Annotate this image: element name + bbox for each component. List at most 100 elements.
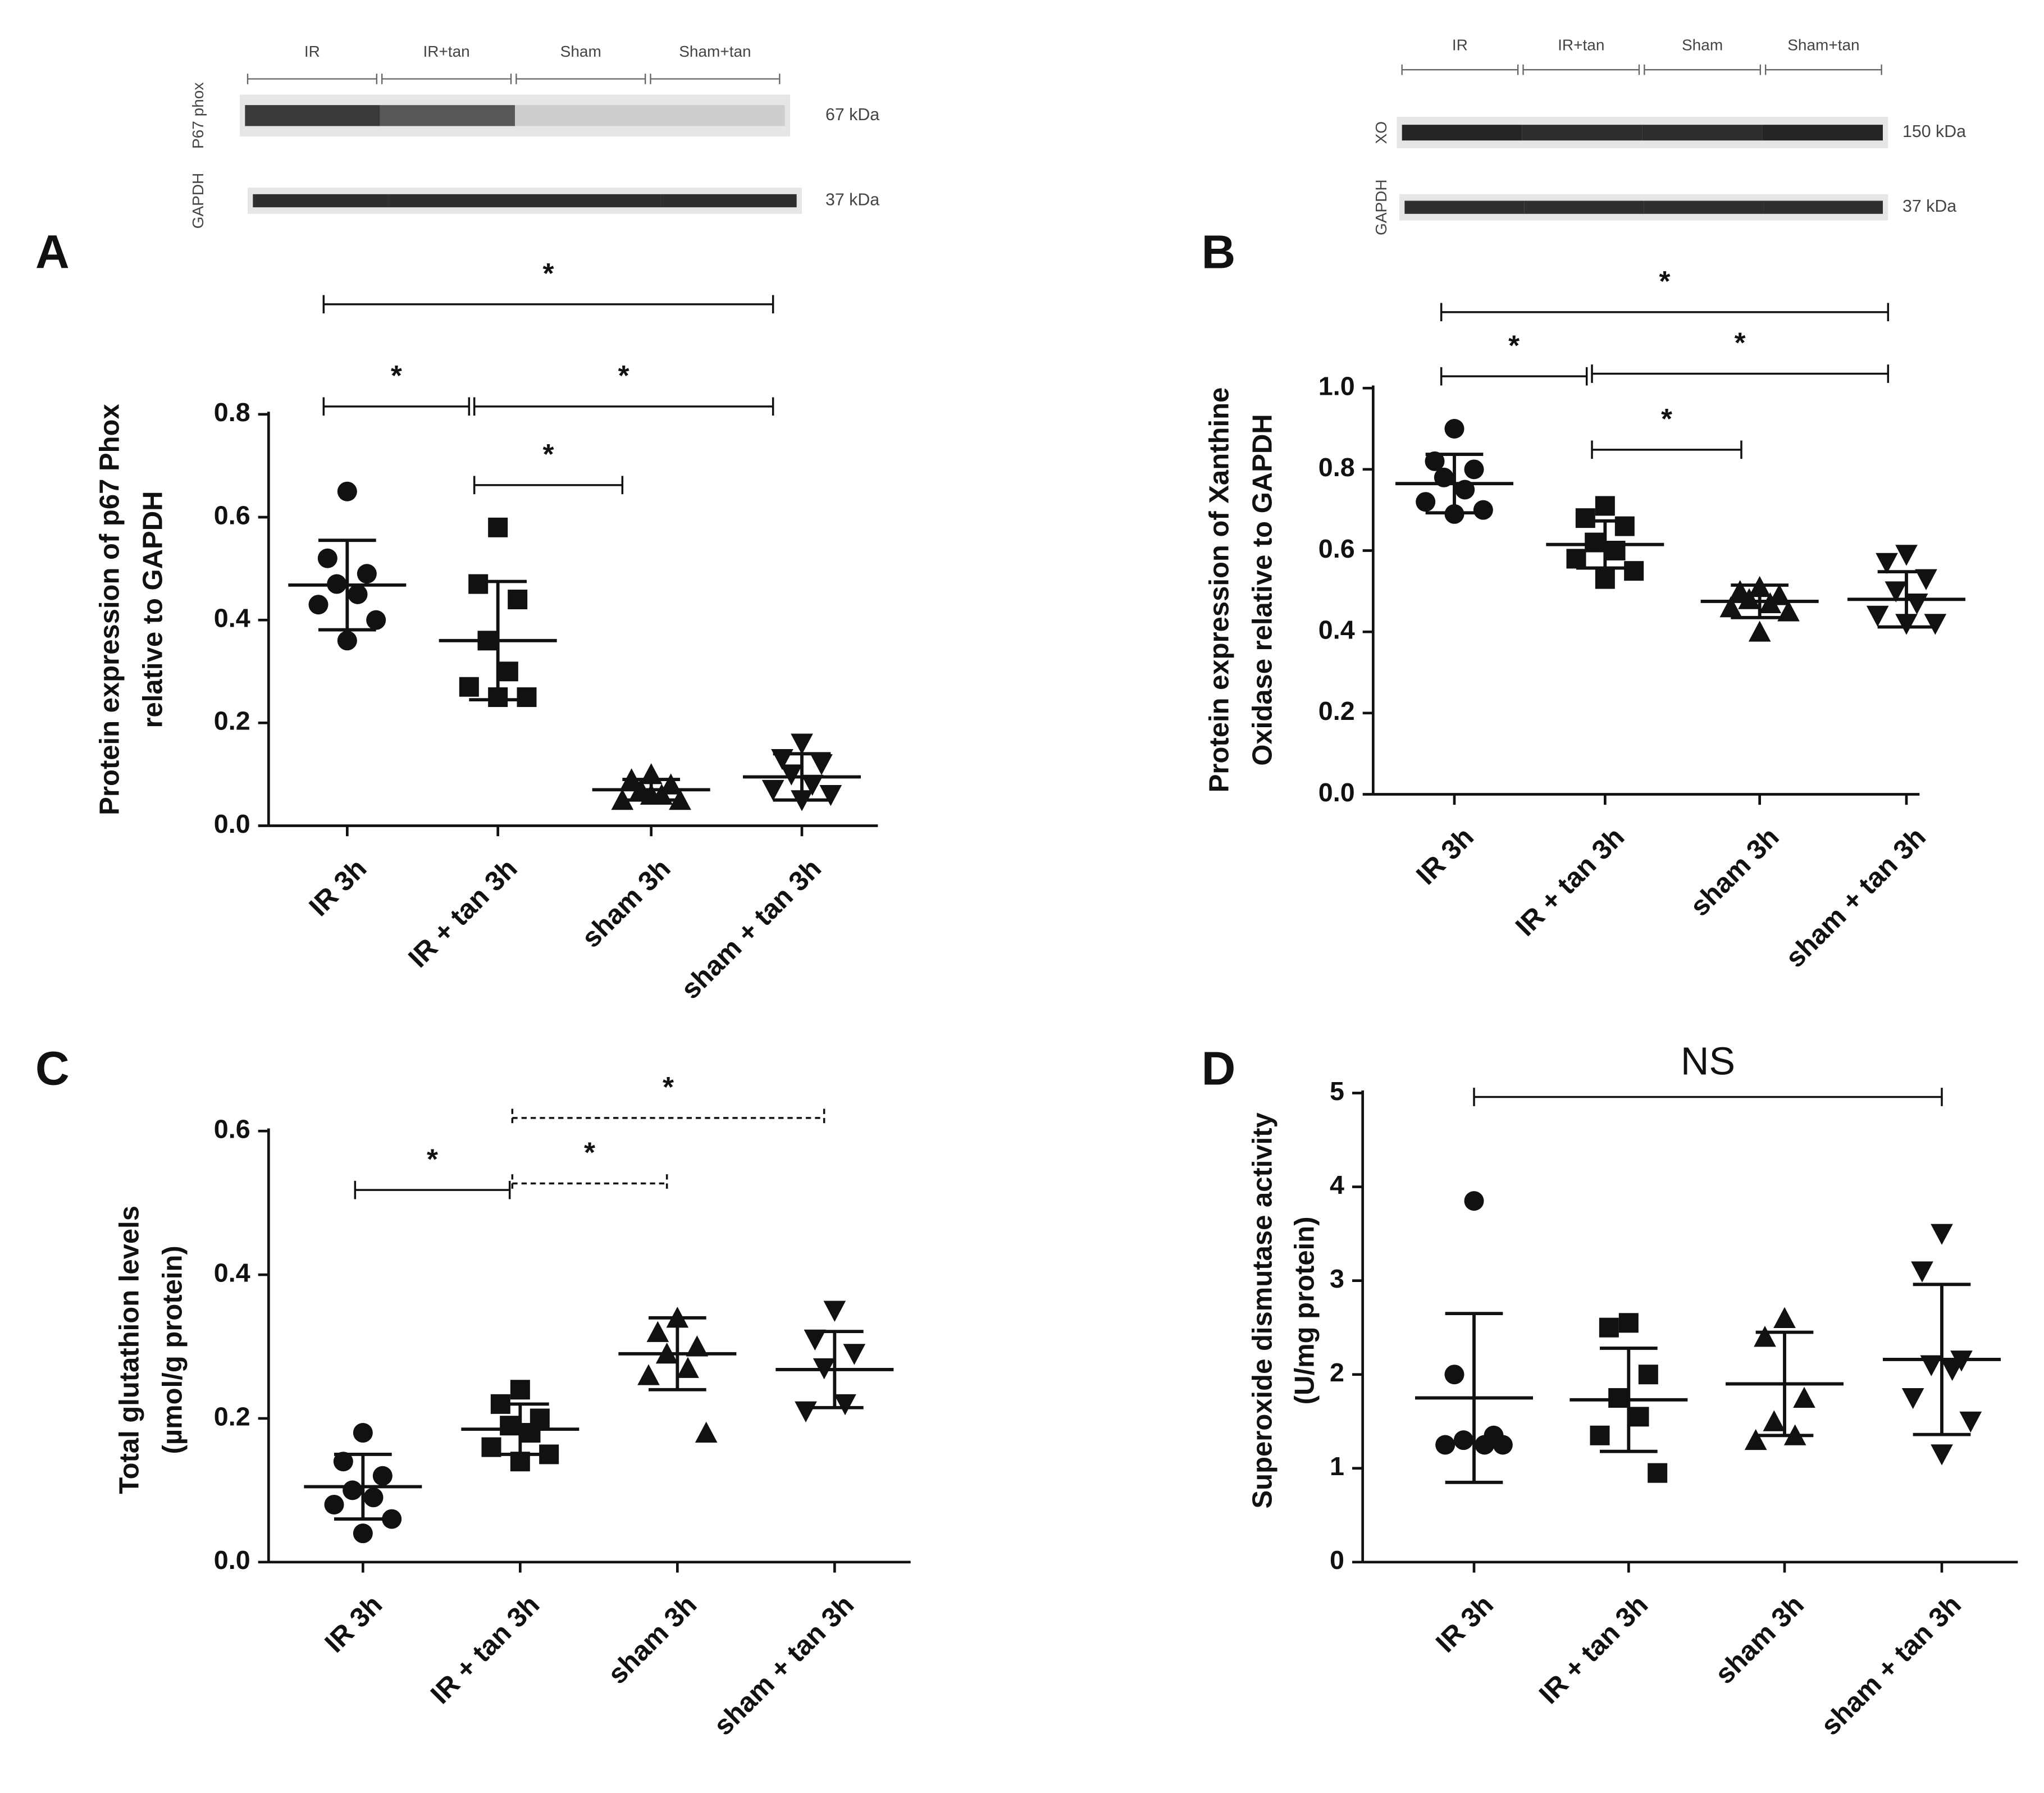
data-point [1793,1386,1815,1408]
x-tick-label: IR 3h [303,853,372,922]
y-tick-label: 0.0 [214,809,250,838]
x-tick-label: IR + tan 3h [425,1590,545,1710]
x-tick-label: IR + tan 3h [403,853,523,973]
y-tick-label: 2 [1330,1358,1344,1387]
blot-band [253,194,389,208]
data-point [1885,581,1908,603]
blot-band [1404,200,1525,214]
data-point [810,754,833,775]
y-tick-label: 0.0 [1318,778,1355,807]
data-point [1585,532,1605,553]
x-tick-label: sham + tan 3h [1780,822,1932,973]
data-point [1464,459,1484,480]
lane-label: Sham [560,43,601,60]
lane-label: Sham+tan [1787,37,1859,54]
data-point [843,1344,866,1365]
data-point [801,774,824,796]
data-point [1941,1359,1964,1381]
significance-label: * [543,438,554,470]
y-tick-label: 3 [1330,1264,1344,1293]
data-point [363,1488,384,1508]
data-point [1599,1317,1619,1338]
lane-label: IR+tan [423,43,469,60]
y-tick-label: 0.2 [214,706,250,736]
data-point [372,1466,393,1486]
blot-size: 37 kDa [1902,197,1956,216]
x-tick-label: sham 3h [1685,822,1785,922]
blot-band [660,194,797,208]
significance-bracket [511,1108,825,1128]
data-point [834,1394,856,1416]
data-point [819,785,842,806]
x-tick-label: IR + tan 3h [1534,1590,1654,1710]
data-point [1590,1425,1610,1445]
data-point [337,481,357,501]
data-point [1738,588,1760,609]
blot-size: 67 kDa [825,106,879,124]
blot-band [1402,125,1522,141]
y-axis-title: Oxidase relative to GAPDH [1248,414,1278,765]
y-axis-title: Superoxide dismutase activity [1248,1112,1278,1508]
significance-label: * [618,359,629,391]
significance-label: * [1735,327,1746,359]
data-point [1624,561,1644,581]
lane-divider [1765,64,1882,75]
data-point [343,1480,363,1500]
significance-bracket [1591,364,1890,383]
significance-label: * [1661,403,1672,435]
data-point [1425,451,1445,471]
x-tick-label: sham + tan 3h [1815,1590,1967,1741]
blot-row-name: P67 phox [189,83,207,149]
data-point [1648,1463,1668,1483]
y-tick-label: 0.8 [214,398,250,427]
blot-size: 150 kDa [1902,122,1966,141]
lane-label: Sham+tan [679,43,751,60]
panel-label: C [35,1042,70,1094]
data-point [357,564,377,584]
data-point [1748,621,1771,642]
significance-label: * [663,1071,674,1103]
data-point [517,687,537,708]
data-point [1719,596,1742,618]
blot-band [650,105,785,126]
data-point [1901,1388,1924,1409]
y-tick-label: 0.4 [1318,615,1355,644]
data-point [1895,545,1918,566]
y-tick-label: 0.0 [214,1545,250,1575]
y-axis-title: Protein expression of Xanthine [1204,387,1235,793]
significance-bracket [354,1180,511,1199]
data-point [500,1416,520,1436]
significance-label: * [1659,265,1671,297]
data-point [353,1423,373,1443]
y-tick-label: 0.6 [214,500,250,530]
data-point [308,595,328,615]
data-point [1754,1326,1776,1347]
y-tick-label: 1 [1330,1452,1344,1481]
blot-band [1644,200,1764,214]
data-point [1744,1429,1767,1450]
significance-label: * [391,359,402,391]
blot-band [524,194,661,208]
data-point [468,574,489,594]
y-axis-title: Protein expression of p67 Phox [94,404,125,815]
data-point [761,779,784,801]
y-axis-title: (µmol/g protein) [157,1245,188,1454]
data-point [637,1364,660,1385]
data-point [459,677,479,697]
y-tick-label: 0.6 [214,1114,250,1143]
data-point [795,1401,817,1422]
significance-bracket [473,476,624,495]
y-tick-label: 5 [1330,1076,1344,1106]
y-tick-label: 0 [1330,1545,1344,1575]
significance-bracket [1591,440,1742,459]
data-point [1575,508,1595,528]
panel-label: B [1202,226,1236,279]
data-point [804,1329,827,1351]
data-point [1444,419,1464,439]
data-point [611,788,634,810]
blot-band [1524,200,1644,214]
data-point [1416,492,1436,512]
data-point [510,1380,530,1400]
panel-label: D [1202,1042,1236,1094]
lane-label: IR [1452,37,1468,54]
